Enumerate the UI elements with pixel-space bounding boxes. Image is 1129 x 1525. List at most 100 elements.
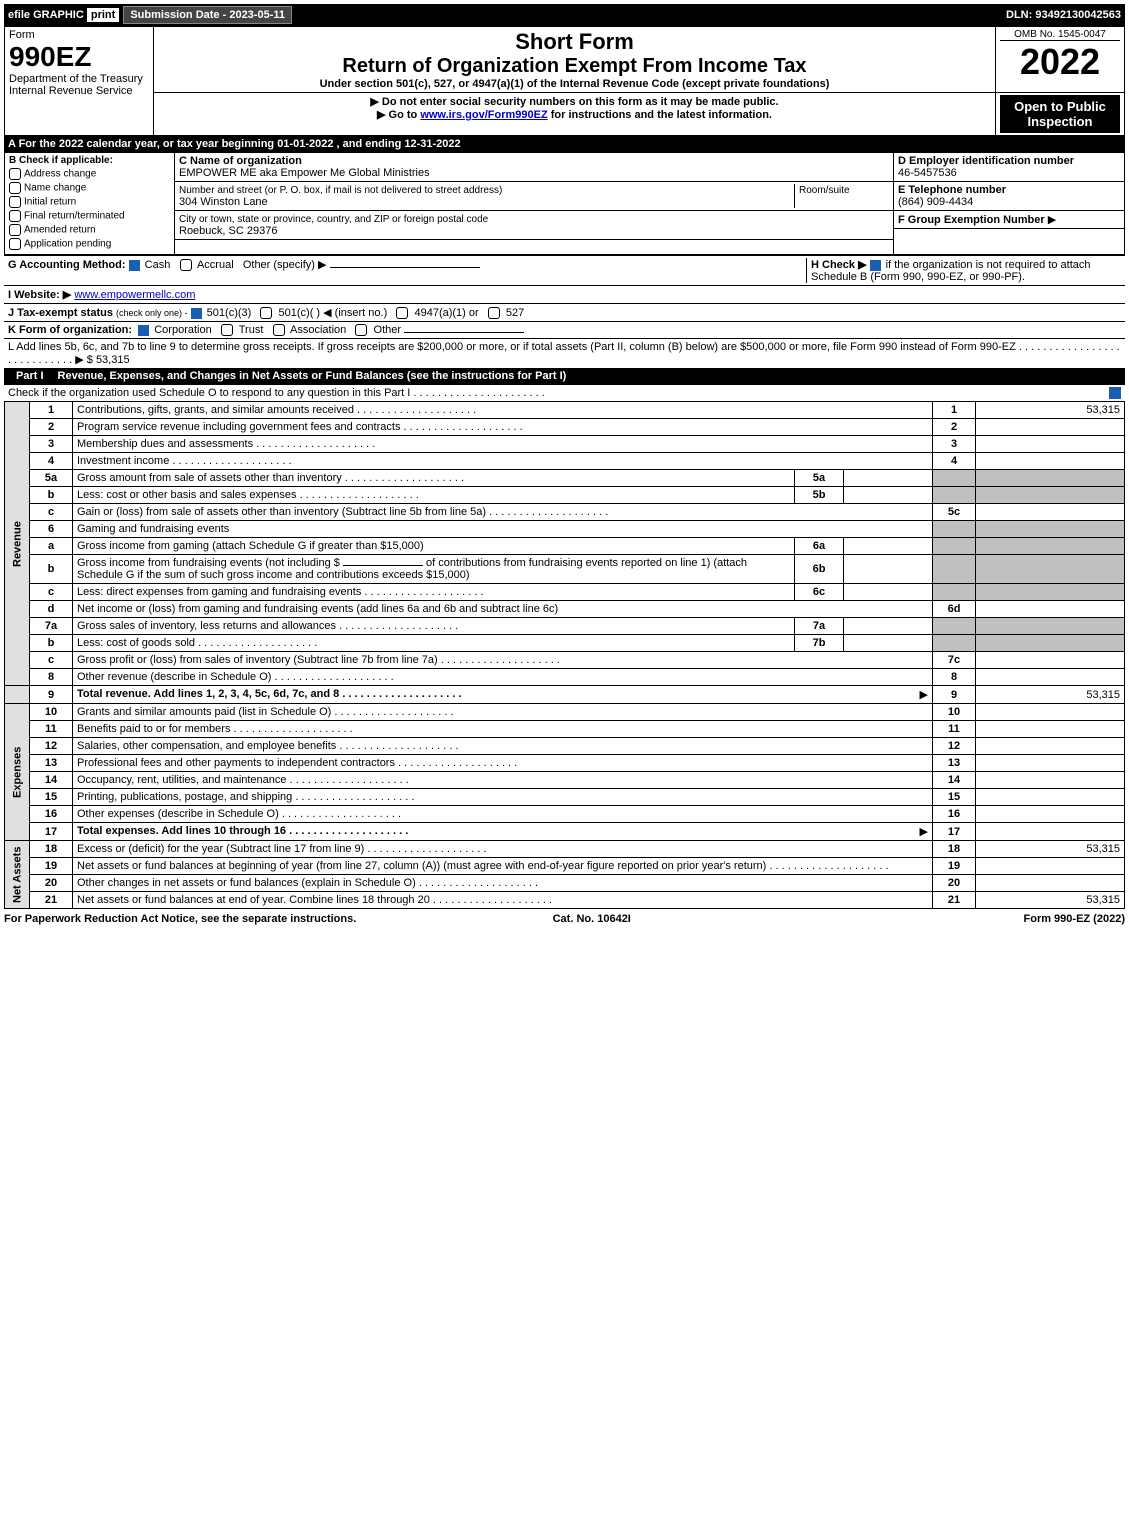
side-revenue-end (5, 686, 30, 704)
cb-association[interactable] (273, 324, 285, 336)
line-6c-shade (933, 584, 976, 601)
line-11-amt (976, 721, 1125, 738)
part-1-label: Part I (10, 370, 50, 382)
line-3-text: Membership dues and assessments (77, 438, 375, 450)
website-link[interactable]: www.empowermellc.com (74, 289, 195, 301)
cb-accrual[interactable] (180, 259, 192, 271)
print-button[interactable]: print (87, 8, 119, 22)
cb-schedule-o-checked[interactable] (1109, 387, 1121, 399)
line-7a-num: 7a (30, 618, 73, 635)
line-g-label: G Accounting Method: (8, 259, 126, 271)
line-13-box: 13 (933, 755, 976, 772)
line-5b-num: b (30, 487, 73, 504)
cb-h-checked[interactable] (870, 260, 881, 271)
line-5c-amt (976, 504, 1125, 521)
line-5b-shade2 (976, 487, 1125, 504)
line-5b-subamt (844, 487, 933, 504)
cb-501c3-checked[interactable] (191, 308, 202, 319)
part-1-title: Revenue, Expenses, and Changes in Net As… (58, 370, 567, 382)
ein-value: 46-5457536 (898, 167, 957, 179)
other-org-input[interactable] (404, 332, 524, 333)
dln: DLN: 93492130042563 (1006, 9, 1121, 21)
cb-name-change[interactable]: Name change (9, 182, 170, 194)
line-19-text: Net assets or fund balances at beginning… (77, 860, 889, 872)
footer: For Paperwork Reduction Act Notice, see … (4, 909, 1125, 925)
efile-label: efile GRAPHIC (8, 9, 84, 21)
line-5a-shade (933, 470, 976, 487)
line-7b-shade2 (976, 635, 1125, 652)
line-7b-num: b (30, 635, 73, 652)
line-1-box: 1 (933, 402, 976, 419)
cb-amended-return[interactable]: Amended return (9, 224, 170, 236)
irs-link[interactable]: www.irs.gov/Form990EZ (420, 109, 547, 121)
box-c-label: C Name of organization (179, 155, 302, 167)
line-14-text: Occupancy, rent, utilities, and maintena… (77, 774, 409, 786)
line-9-text: Total revenue. Add lines 1, 2, 3, 4, 5c,… (77, 688, 462, 700)
line-5a-text: Gross amount from sale of assets other t… (77, 472, 464, 484)
line-3-amt (976, 436, 1125, 453)
form-label: Form (9, 29, 149, 41)
line-11-num: 11 (30, 721, 73, 738)
line-18-box: 18 (933, 841, 976, 858)
line-i-label: I Website: ▶ (8, 289, 71, 301)
line-6b-subamt (844, 555, 933, 584)
line-3-num: 3 (30, 436, 73, 453)
line-7b-sb: 7b (795, 635, 844, 652)
cb-initial-return[interactable]: Initial return (9, 196, 170, 208)
cb-cash-checked[interactable] (129, 260, 140, 271)
open-to-public: Open to Public Inspection (1000, 95, 1120, 133)
side-expenses: Expenses (5, 704, 30, 841)
opt-501c3: 501(c)(3) (207, 307, 252, 319)
cb-application-pending[interactable]: Application pending (9, 238, 170, 250)
cb-final-return[interactable]: Final return/terminated (9, 210, 170, 222)
line-16-amt (976, 806, 1125, 823)
line-19-amt (976, 858, 1125, 875)
cb-address-change[interactable]: Address change (9, 168, 170, 180)
line-l-text: L Add lines 5b, 6c, and 7b to line 9 to … (8, 341, 1016, 353)
cb-527[interactable] (488, 307, 500, 319)
line-5a-sb: 5a (795, 470, 844, 487)
tax-year: 2022 (1000, 41, 1120, 83)
line-12-box: 12 (933, 738, 976, 755)
opt-501c: 501(c)( ) ◀ (insert no.) (279, 307, 388, 319)
line-14-amt (976, 772, 1125, 789)
cb-501c[interactable] (260, 307, 272, 319)
line-2-num: 2 (30, 419, 73, 436)
line-20-box: 20 (933, 875, 976, 892)
goto-post: for instructions and the latest informat… (551, 109, 772, 121)
line-15-num: 15 (30, 789, 73, 806)
line-6a-text: Gross income from gaming (attach Schedul… (73, 538, 795, 555)
line-6b-input[interactable] (343, 565, 423, 566)
line-3-box: 3 (933, 436, 976, 453)
cb-other-org[interactable] (355, 324, 367, 336)
line-7a-shade2 (976, 618, 1125, 635)
dept-label: Department of the Treasury (9, 73, 149, 85)
line-17-arrow: ▶ (920, 825, 928, 838)
line-13-num: 13 (30, 755, 73, 772)
line-7b-shade (933, 635, 976, 652)
org-name: EMPOWER ME aka Empower Me Global Ministr… (179, 167, 430, 179)
cb-4947[interactable] (396, 307, 408, 319)
line-9-arrow: ▶ (920, 688, 928, 701)
line-21-num: 21 (30, 892, 73, 909)
opt-527: 527 (506, 307, 524, 319)
cb-corp-checked[interactable] (138, 325, 149, 336)
line-7c-num: c (30, 652, 73, 669)
line-7c-box: 7c (933, 652, 976, 669)
line-4-num: 4 (30, 453, 73, 470)
line-6b-shade2 (976, 555, 1125, 584)
form-header: Form 990EZ Department of the Treasury In… (4, 26, 1125, 136)
line-9-box: 9 (933, 686, 976, 704)
line-6c-sb: 6c (795, 584, 844, 601)
line-21-text: Net assets or fund balances at end of ye… (77, 894, 552, 906)
line-6a-subamt (844, 538, 933, 555)
cb-trust[interactable] (221, 324, 233, 336)
omb-number: OMB No. 1545-0047 (1000, 29, 1120, 41)
other-specify-input[interactable] (330, 267, 480, 268)
line-7a-shade (933, 618, 976, 635)
side-revenue: Revenue (5, 402, 30, 686)
line-16-text: Other expenses (describe in Schedule O) (77, 808, 401, 820)
line-6b-num: b (30, 555, 73, 584)
line-17-text: Total expenses. Add lines 10 through 16 (77, 825, 408, 837)
line-6c-shade2 (976, 584, 1125, 601)
